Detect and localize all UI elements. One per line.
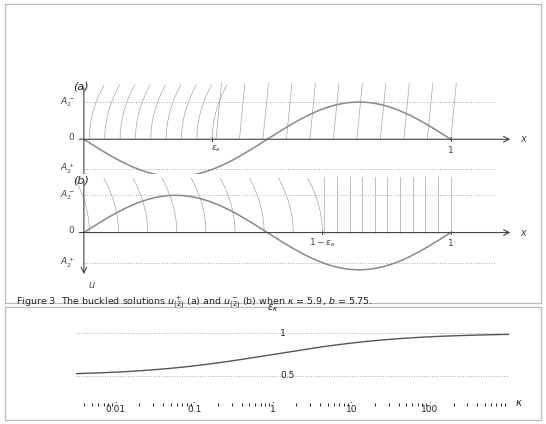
Text: (a): (a) (73, 82, 88, 92)
Text: $0$: $0$ (68, 131, 75, 142)
Text: $1-\varepsilon_\kappa$: $1-\varepsilon_\kappa$ (308, 237, 336, 249)
Text: (b): (b) (73, 175, 89, 185)
Text: Figure 3  The buckled solutions $u^+_{(2)}$ (a) and $u^-_{(2)}$ (b) when $\kappa: Figure 3 The buckled solutions $u^+_{(2)… (16, 295, 373, 312)
Text: 10: 10 (346, 405, 357, 414)
Text: $A_2^+$: $A_2^+$ (60, 256, 75, 270)
Text: 1: 1 (281, 329, 286, 338)
Text: $1$: $1$ (447, 237, 454, 248)
Text: $A_2^-$: $A_2^-$ (60, 189, 75, 202)
Text: $\varepsilon_\kappa$: $\varepsilon_\kappa$ (267, 302, 279, 314)
Text: 0.01: 0.01 (106, 405, 126, 414)
Text: $0$: $0$ (68, 224, 75, 235)
Text: $u$: $u$ (87, 280, 96, 290)
Text: $\kappa$: $\kappa$ (515, 398, 523, 408)
Text: $x$: $x$ (520, 228, 529, 237)
Text: 0.1: 0.1 (187, 405, 201, 414)
Text: 1: 1 (270, 405, 276, 414)
Text: $1$: $1$ (447, 144, 454, 155)
Text: $\varepsilon_\kappa$: $\varepsilon_\kappa$ (211, 144, 221, 154)
Text: $u$: $u$ (87, 187, 96, 196)
Text: $A_2^-$: $A_2^-$ (60, 95, 75, 109)
Text: 100: 100 (422, 405, 438, 414)
Text: $A_2^+$: $A_2^+$ (60, 162, 75, 176)
Text: $x$: $x$ (520, 134, 529, 144)
Text: 0.5: 0.5 (281, 371, 295, 380)
